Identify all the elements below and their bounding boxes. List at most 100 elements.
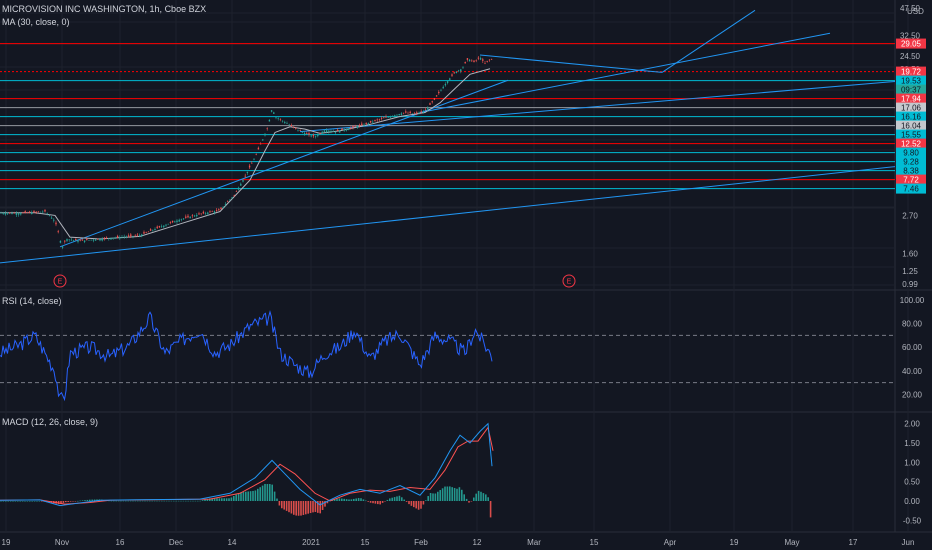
macd-histogram-bar	[115, 500, 117, 502]
rsi-tick-label: 60.00	[902, 343, 923, 352]
candle-body	[339, 130, 341, 133]
candle-body	[108, 238, 110, 239]
price-label-box	[896, 93, 926, 104]
candle-body	[484, 63, 486, 64]
symbol-title[interactable]: MICROVISION INC WASHINGTON, 1h, Cboe BZX	[2, 4, 207, 14]
ma-line	[0, 68, 491, 240]
candle-body	[488, 59, 491, 61]
candle-body	[50, 217, 53, 219]
price-tick-label: 24.50	[900, 52, 921, 61]
macd-histogram-bar	[381, 501, 384, 503]
candle-body	[101, 238, 103, 241]
macd-histogram-bar	[79, 500, 81, 502]
candle-body	[389, 116, 392, 118]
macd-histogram-bar	[422, 501, 425, 505]
macd-histogram-bar	[345, 499, 348, 501]
candle-body	[187, 215, 189, 218]
candle-body	[270, 110, 273, 112]
price-label-box	[896, 84, 926, 95]
macd-histogram-bar	[465, 498, 468, 501]
candle-body	[141, 234, 143, 237]
candle-body	[20, 213, 22, 215]
macd-histogram-bar	[437, 491, 439, 501]
macd-histogram-bar	[463, 494, 465, 501]
candle-body	[242, 180, 244, 182]
candle-body	[160, 226, 163, 227]
macd-histogram-bar	[468, 501, 470, 503]
macd-histogram-bar	[398, 495, 401, 501]
earnings-marker-label: E	[58, 279, 63, 286]
macd-histogram-bar	[386, 499, 389, 501]
macd-histogram-bar	[110, 500, 113, 502]
macd-histogram-bar	[141, 500, 144, 502]
candle-body	[477, 57, 480, 59]
macd-histogram-bar	[302, 501, 305, 515]
price-label-box	[896, 174, 926, 185]
macd-histogram-bar	[65, 501, 67, 503]
price-label-box	[896, 66, 926, 77]
macd-histogram-bar	[149, 500, 151, 502]
candle-body	[17, 213, 20, 215]
candle-body	[328, 130, 330, 132]
macd-histogram-bar	[413, 501, 415, 508]
trend-line	[0, 166, 896, 264]
macd-histogram-bar	[415, 501, 417, 509]
candle-body	[411, 113, 414, 115]
macd-histogram-bar	[461, 489, 463, 501]
candle-body	[482, 59, 484, 61]
macd-histogram-bar	[372, 501, 374, 504]
macd-histogram-bar	[117, 500, 120, 502]
macd-histogram-bar	[151, 500, 153, 502]
macd-line	[0, 422, 493, 507]
candle-body	[28, 211, 31, 213]
macd-histogram-bar	[134, 500, 137, 502]
price-label-text: 9.28	[903, 158, 919, 167]
candle-body	[457, 70, 460, 72]
candle-body	[466, 58, 469, 60]
macd-histogram-bar	[2, 501, 5, 502]
macd-histogram-bar	[165, 500, 168, 502]
macd-histogram-bar	[249, 491, 252, 501]
candle-body	[332, 131, 334, 132]
macd-histogram-bar	[233, 496, 235, 501]
candle-body	[279, 118, 282, 120]
macd-indicator-label[interactable]: MACD (12, 26, close, 9)	[2, 417, 99, 427]
macd-histogram-bar	[278, 501, 281, 506]
candle-body	[455, 71, 458, 74]
candle-body	[81, 239, 84, 241]
macd-histogram-bar	[326, 501, 329, 504]
price-label-text: 19.72	[901, 68, 922, 77]
price-label-text: 7.46	[903, 185, 919, 194]
candle-body	[132, 235, 134, 237]
macd-histogram-bar	[12, 501, 14, 502]
macd-histogram-bar	[221, 498, 223, 501]
candle-body	[171, 220, 174, 223]
macd-histogram-bar	[261, 485, 264, 501]
ma-indicator-label[interactable]: MA (30, close, 0)	[2, 17, 70, 27]
candle-body	[26, 212, 29, 214]
macd-histogram-bar	[180, 500, 182, 502]
macd-histogram-bar	[290, 501, 293, 514]
candle-body	[273, 112, 275, 114]
candle-body	[79, 240, 81, 241]
candle-body	[178, 219, 180, 222]
candle-body	[352, 125, 354, 128]
macd-histogram-bar	[357, 498, 360, 501]
macd-histogram-bar	[367, 501, 369, 502]
macd-histogram-bar	[432, 493, 434, 501]
candle-body	[290, 125, 293, 127]
candle-body	[251, 163, 253, 164]
candle-body	[229, 199, 231, 201]
candle-body	[46, 213, 48, 215]
candle-body	[220, 207, 222, 210]
candle-body	[277, 118, 279, 119]
candle-body	[438, 91, 440, 94]
candle-body	[204, 213, 207, 214]
candle-body	[158, 226, 161, 228]
candle-body	[431, 101, 433, 103]
macd-histogram-bar	[158, 500, 161, 502]
candle-body	[94, 239, 97, 241]
macd-histogram-bar	[389, 498, 391, 501]
rsi-indicator-label[interactable]: RSI (14, close)	[2, 296, 62, 306]
macd-histogram-bar	[5, 501, 7, 502]
